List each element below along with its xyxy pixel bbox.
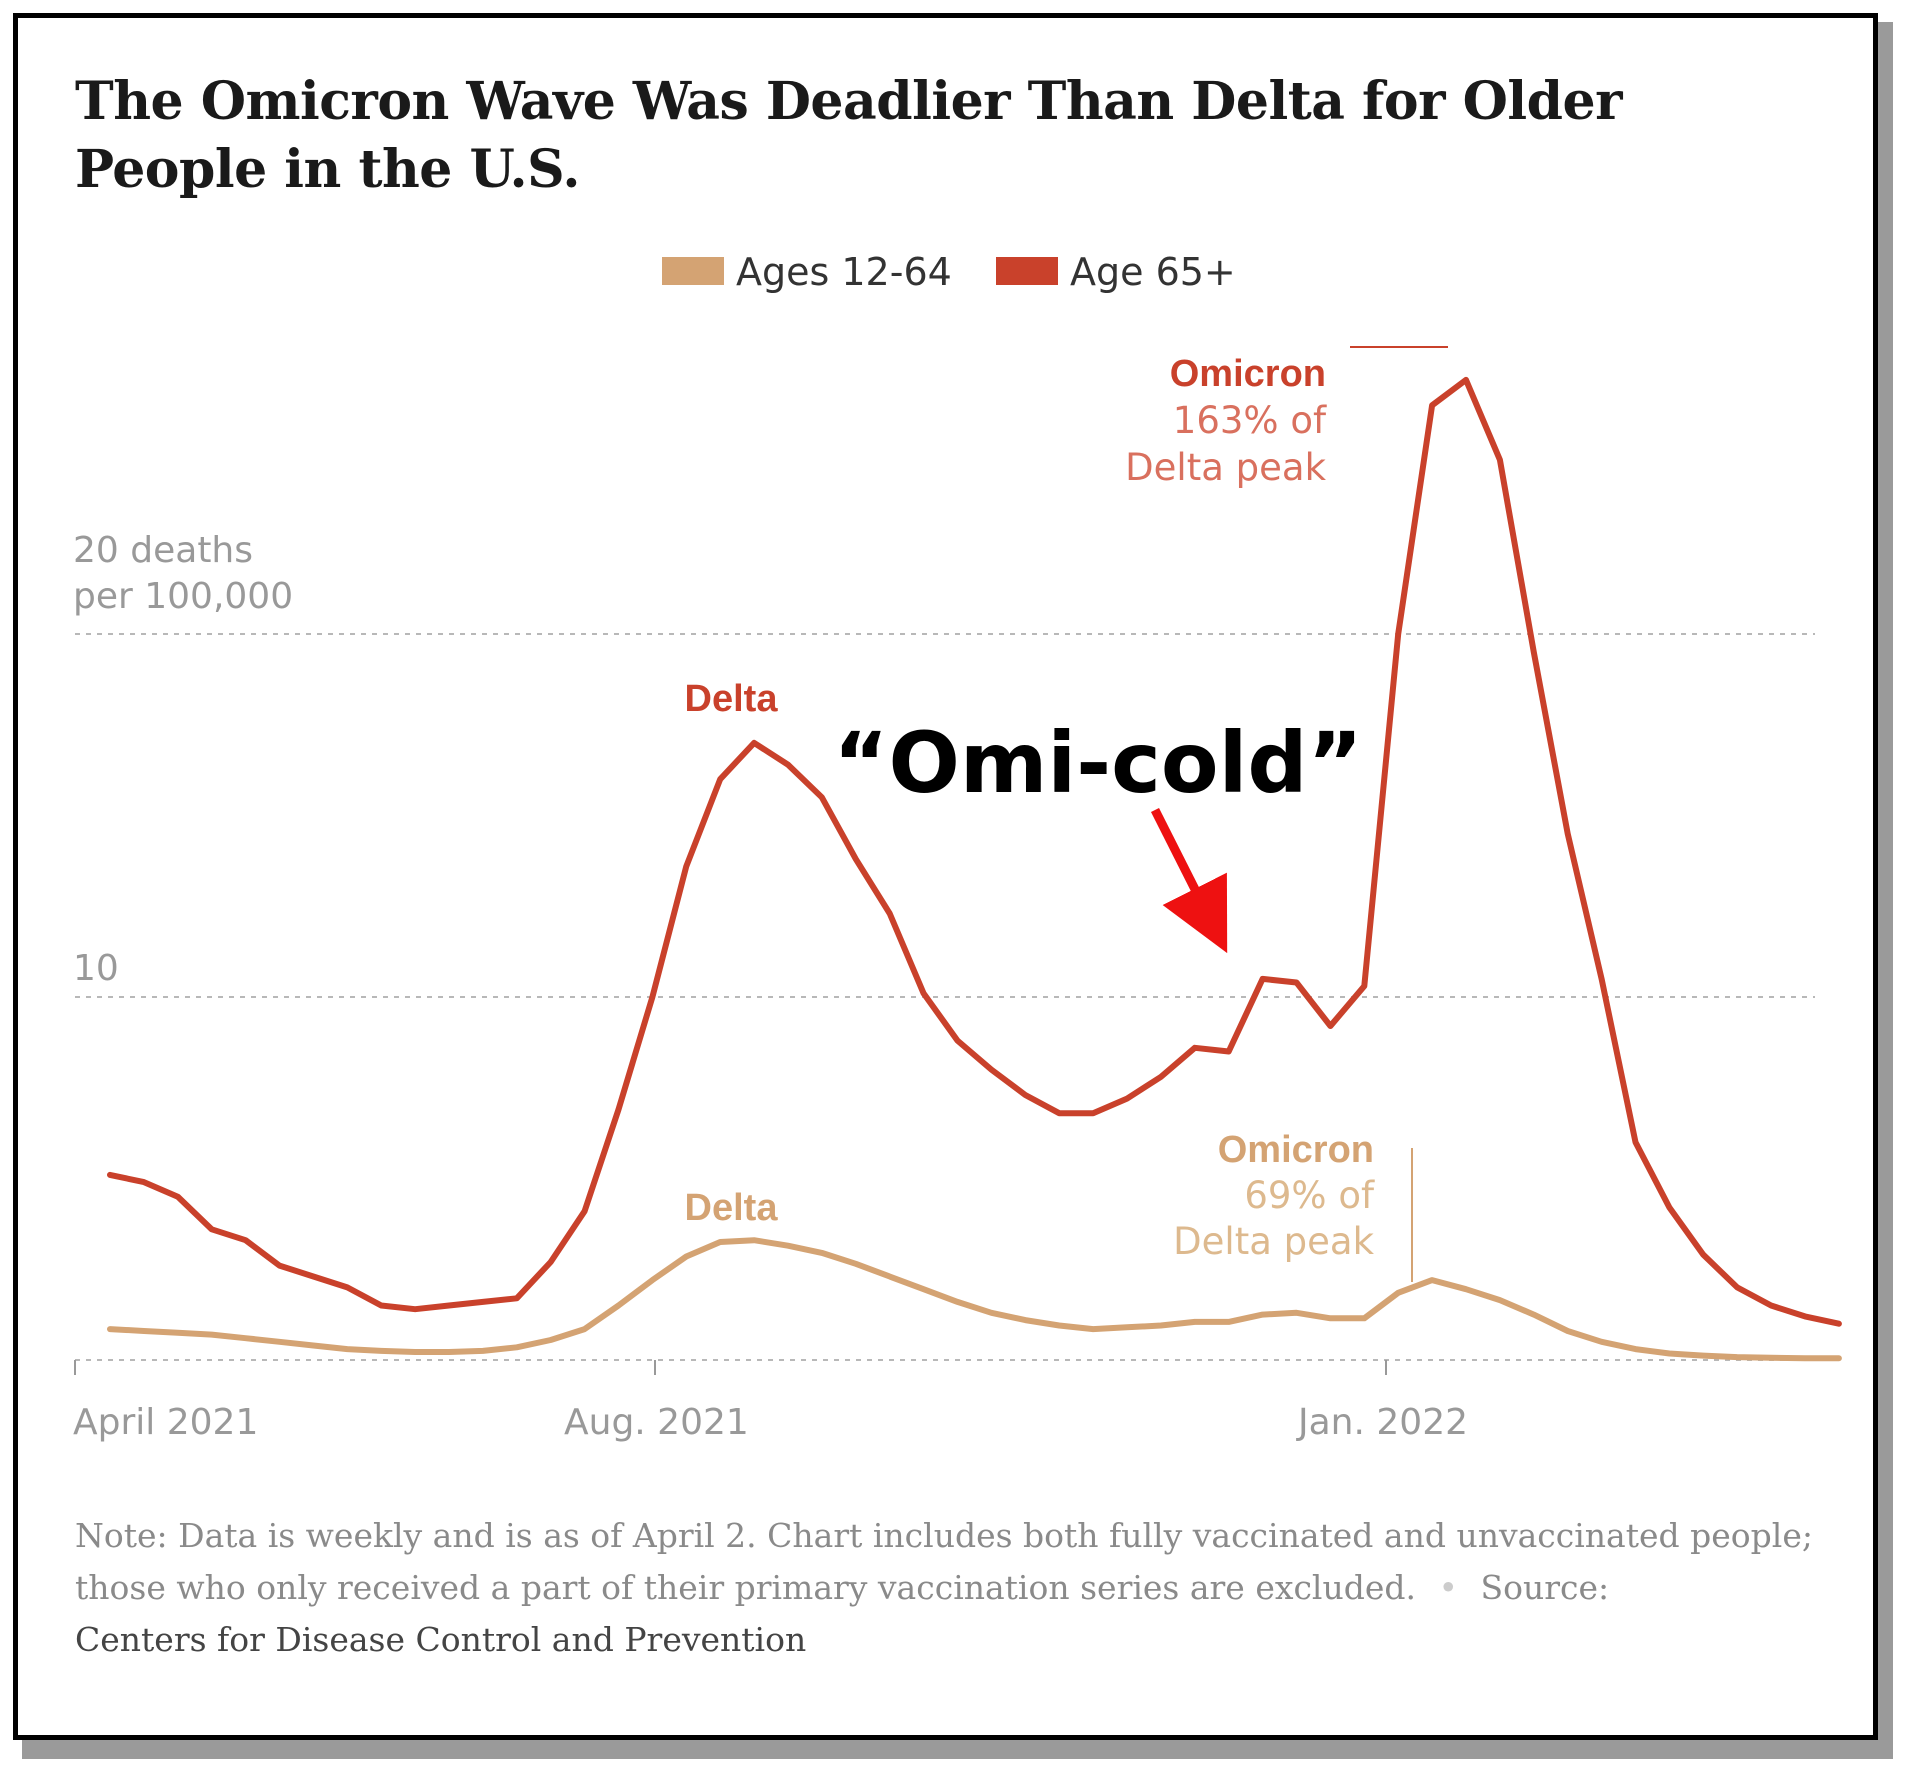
legend-swatch-ages-12-64 xyxy=(662,257,724,285)
x-tick-label-aug-2021: Aug. 2021 xyxy=(564,1402,749,1443)
annotation-delta-12-64: Delta xyxy=(685,1187,779,1229)
omi-cold-callout: “Omi-cold” xyxy=(833,714,1362,812)
chart-footnote: Note: Data is weekly and is as of April … xyxy=(75,1510,1815,1666)
series-line-age-65-plus xyxy=(107,376,1842,1327)
series-line-ages-12-64 xyxy=(107,1237,1842,1362)
chart-frame xyxy=(13,13,1878,1740)
annotation-omicron-12-64-detail-line1: 69% of xyxy=(1244,1174,1375,1217)
chart-title: The Omicron Wave Was Deadlier Than Delta… xyxy=(75,71,1622,200)
y-tick-label-20-line2: per 100,000 xyxy=(73,576,293,617)
legend-label-ages-12-64: Ages 12-64 xyxy=(736,250,952,294)
legend-swatch-age-65-plus xyxy=(996,257,1058,285)
omi-cold-arrow xyxy=(1150,807,1228,954)
legend-label-age-65-plus: Age 65+ xyxy=(1070,250,1236,294)
footnote-note: Note: Data is weekly and is as of April … xyxy=(75,1516,1813,1607)
annotation-omicron-65-label: Omicron xyxy=(1170,353,1326,395)
annotation-omicron-12-64-label: Omicron xyxy=(1218,1129,1374,1171)
x-tick-label-april-2021: April 2021 xyxy=(73,1402,258,1443)
annotation-omicron-65-detail-line1: 163% of xyxy=(1173,399,1327,442)
annotation-omicron-65-detail-line2: Delta peak xyxy=(1125,446,1326,489)
annotation-omicron-12-64-detail-line2: Delta peak xyxy=(1173,1220,1374,1263)
footnote-source-org: Centers for Disease Control and Preventi… xyxy=(75,1620,807,1659)
y-tick-label-20-line1: 20 deaths xyxy=(73,530,253,571)
y-tick-label-10: 10 xyxy=(73,948,119,989)
x-tick-label-jan-2022: Jan. 2022 xyxy=(1296,1402,1468,1443)
footnote-source-label: Source: xyxy=(1480,1568,1610,1607)
annotation-delta-65: Delta xyxy=(685,678,779,720)
footnote-separator: • xyxy=(1438,1568,1458,1607)
